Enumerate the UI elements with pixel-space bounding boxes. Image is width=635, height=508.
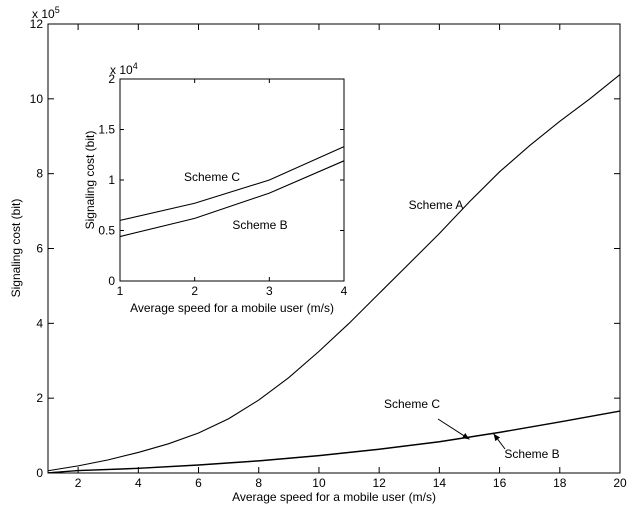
main-x-tick-label: 12 bbox=[372, 476, 386, 490]
inset-x-tick-label: 2 bbox=[191, 284, 198, 298]
inset-axes: 1 2 3 4 0 0.5 1 1.5 2 x 104 Average speed for a … bbox=[83, 61, 348, 315]
inset-x-tick-label: 1 bbox=[117, 284, 124, 298]
main-y-tick-label: 2 bbox=[36, 391, 43, 405]
main-annotation-scheme-a: Scheme A bbox=[409, 198, 464, 212]
main-annotation-arrow bbox=[493, 433, 506, 450]
main-x-tick-label: 6 bbox=[195, 476, 202, 490]
inset-annotation-scheme-b: Scheme B bbox=[232, 218, 287, 232]
inset-series-scheme-c bbox=[119, 146, 345, 221]
main-y-tick-label: 6 bbox=[36, 242, 43, 256]
main-y-tick-label: 12 bbox=[30, 17, 44, 31]
inset-plot-frame bbox=[119, 78, 345, 282]
main-x-tick-label: 4 bbox=[135, 476, 142, 490]
main-y-axis-label: Signaling cost (bit) bbox=[9, 199, 23, 298]
main-x-tick-label: 18 bbox=[553, 476, 567, 490]
inset-annotation-scheme-c: Scheme C bbox=[184, 170, 240, 184]
inset-y-tick-label: 0.5 bbox=[98, 224, 115, 238]
main-x-tick-label: 10 bbox=[312, 476, 326, 490]
main-annotation-scheme-b: Scheme B bbox=[504, 447, 559, 461]
inset-exponent-label: x 104 bbox=[110, 61, 138, 77]
inset-series-scheme-b bbox=[119, 160, 345, 238]
inset-x-tick-label: 4 bbox=[341, 284, 348, 298]
inset-y-tick-label: 2 bbox=[108, 72, 115, 86]
main-x-tick-label: 8 bbox=[255, 476, 262, 490]
main-x-tick-label: 2 bbox=[75, 476, 82, 490]
inset-x-axis-label: Average speed for a mobile user (m/s) bbox=[130, 301, 334, 315]
main-exponent-label: x 105 bbox=[32, 5, 60, 21]
main-annotation-scheme-c: Scheme C bbox=[384, 397, 440, 411]
main-x-axis-label: Average speed for a mobile user (m/s) bbox=[232, 490, 436, 504]
main-y-tick-label: 0 bbox=[36, 466, 43, 480]
inset-y-tick-label: 1 bbox=[108, 173, 115, 187]
main-y-tick-label: 4 bbox=[36, 316, 43, 330]
main-x-tick-label: 16 bbox=[493, 476, 507, 490]
main-y-tick-label: 10 bbox=[30, 92, 44, 106]
inset-y-axis-label: Signaling cost (bit) bbox=[83, 131, 97, 230]
main-y-tick-label: 8 bbox=[36, 167, 43, 181]
main-x-tick-label: 20 bbox=[613, 476, 627, 490]
main-annotation-arrow bbox=[437, 418, 470, 440]
main-x-tick-label: 14 bbox=[433, 476, 447, 490]
main-series-scheme-a bbox=[47, 74, 621, 472]
main-series-scheme-b bbox=[47, 410, 621, 474]
inset-y-tick-label: 0 bbox=[108, 274, 115, 288]
inset-x-tick-label: 3 bbox=[266, 284, 273, 298]
inset-y-tick-label: 1.5 bbox=[98, 123, 115, 137]
